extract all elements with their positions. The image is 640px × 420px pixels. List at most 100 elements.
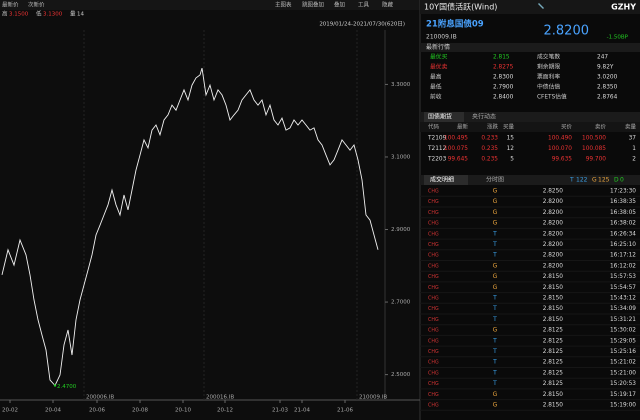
trade-flag: CHG <box>428 306 439 312</box>
count-value: 0 <box>620 177 624 184</box>
trade-time: 15:31:21 <box>610 317 636 323</box>
trade-flag: CHG <box>428 210 439 216</box>
trade-time: 16:38:35 <box>610 199 636 205</box>
table-header <box>420 122 640 132</box>
tab-active[interactable] <box>424 112 464 122</box>
tab-active[interactable] <box>424 175 468 185</box>
tab[interactable]: 分时图 <box>486 176 504 184</box>
futures-cell: 100.500 <box>582 136 606 142</box>
quote-label: 最低 <box>430 83 442 91</box>
quote-label: 最优买 <box>430 53 448 61</box>
column-header: 买量 <box>503 123 515 131</box>
futures-cell: 0.235 <box>481 157 498 163</box>
trade-price: 2.8125 <box>543 328 564 334</box>
tab[interactable]: 成交明细 <box>430 176 454 184</box>
tab[interactable]: 国债期货 <box>428 113 452 121</box>
trade-price: 2.8200 <box>543 242 564 248</box>
section-bar <box>420 43 640 52</box>
trade-price: 2.8125 <box>543 370 564 376</box>
trade-flag: CHG <box>428 274 439 280</box>
x-tick-label: 20-06 <box>89 408 105 414</box>
trade-flag: CHG <box>428 392 439 398</box>
menu-item[interactable]: 跳图叠加 <box>302 1 324 9</box>
trade-time: 15:30:02 <box>610 328 636 334</box>
futures-cell: 15 <box>507 136 515 142</box>
trade-price: 2.8150 <box>543 296 564 302</box>
trade-flag: CHG <box>428 285 439 291</box>
trade-flag: CHG <box>428 349 439 355</box>
menu-item[interactable]: 隐藏 <box>382 1 394 9</box>
count-label: T <box>569 177 574 184</box>
x-tick-label: 20-12 <box>217 408 233 414</box>
trade-time: 15:21:02 <box>610 360 636 366</box>
menu-item[interactable]: 主图表 <box>275 1 292 9</box>
quote-label: 前收 <box>430 93 442 101</box>
trade-type: G <box>493 327 498 334</box>
menu-item[interactable]: 叠加 <box>334 1 345 9</box>
futures-cell: 100.495 <box>444 136 468 142</box>
menu-item[interactable]: 工具 <box>358 2 370 9</box>
quote-label: CFETS估值 <box>537 93 567 101</box>
count-value: 125 <box>598 177 610 184</box>
count-value: 122 <box>576 177 588 184</box>
trade-flag: CHG <box>428 253 439 259</box>
trade-type: T <box>492 337 497 344</box>
futures-cell: 100.490 <box>548 136 572 142</box>
x-tick-label: 21-04 <box>294 408 310 414</box>
trade-flag: CHG <box>428 381 439 387</box>
trade-type: T <box>492 369 497 376</box>
trade-type: T <box>492 380 497 387</box>
futures-cell: 100.085 <box>582 146 606 152</box>
trade-time: 16:12:02 <box>610 263 636 269</box>
futures-cell: 0.235 <box>481 146 498 152</box>
trade-type: T <box>492 295 497 302</box>
trade-type: G <box>493 273 498 280</box>
trade-flag: CHG <box>428 328 439 334</box>
price-line <box>1 67 379 387</box>
stat-label: 高 <box>2 10 8 18</box>
quote-value: 2.8764 <box>597 95 618 101</box>
trade-time: 15:19:17 <box>610 392 636 398</box>
trade-price: 2.8200 <box>543 231 564 237</box>
edit-icon[interactable] <box>538 3 544 9</box>
trade-price: 2.8150 <box>543 274 564 280</box>
column-header: 涨跌 <box>487 123 499 131</box>
trade-flag: CHG <box>428 199 439 205</box>
tab[interactable]: 央行动态 <box>472 113 496 121</box>
futures-cell: 0.233 <box>481 136 498 142</box>
tab-bar <box>420 175 640 185</box>
futures-cell: 5 <box>510 157 514 163</box>
y-tick-label: 3.1000 <box>391 154 411 160</box>
quote-label: 票面利率 <box>537 73 560 81</box>
trade-time: 15:57:53 <box>610 274 636 280</box>
contract-label: 210009.IB <box>359 395 387 401</box>
trade-flag: CHG <box>428 231 439 237</box>
trade-flag: CHG <box>428 338 439 344</box>
toolbar-label: 最新价 <box>2 1 19 9</box>
futures-cell: T2112 <box>427 146 447 152</box>
x-tick-label: 20-10 <box>175 408 191 414</box>
trade-flag: CHG <box>428 317 439 323</box>
trade-type: T <box>492 230 497 237</box>
trade-time: 15:25:16 <box>610 349 636 355</box>
y-tick-label: 2.5000 <box>391 372 411 378</box>
trade-type: T <box>492 348 497 355</box>
quote-value: 2.8350 <box>597 85 618 91</box>
quote-value: 2.8300 <box>493 75 514 81</box>
stat-label: 低 <box>36 10 42 18</box>
trade-flag: CHG <box>428 403 439 409</box>
trade-flag: CHG <box>428 296 439 302</box>
y-tick-label: 2.9000 <box>391 227 411 233</box>
futures-cell: 2 <box>632 157 636 163</box>
trade-time: 16:38:02 <box>610 221 636 227</box>
contract-label: 200006.IB <box>86 395 114 401</box>
trade-price: 2.8125 <box>543 349 564 355</box>
column-header: 买价 <box>561 123 573 131</box>
price: 2.8200 <box>544 24 590 39</box>
trade-type: T <box>492 359 497 366</box>
bond-name: 21附息国债09 <box>426 19 484 30</box>
trade-type: G <box>493 391 498 398</box>
trade-price: 2.8125 <box>543 381 564 387</box>
chart-panel <box>0 0 420 420</box>
